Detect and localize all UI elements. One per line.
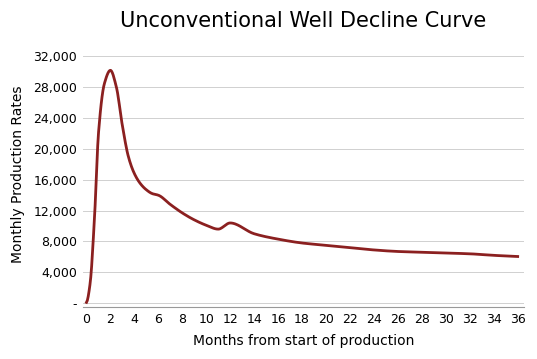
Title: Unconventional Well Decline Curve: Unconventional Well Decline Curve — [120, 11, 487, 31]
Y-axis label: Monthly Production Rates: Monthly Production Rates — [11, 85, 25, 263]
X-axis label: Months from start of production: Months from start of production — [193, 334, 414, 348]
